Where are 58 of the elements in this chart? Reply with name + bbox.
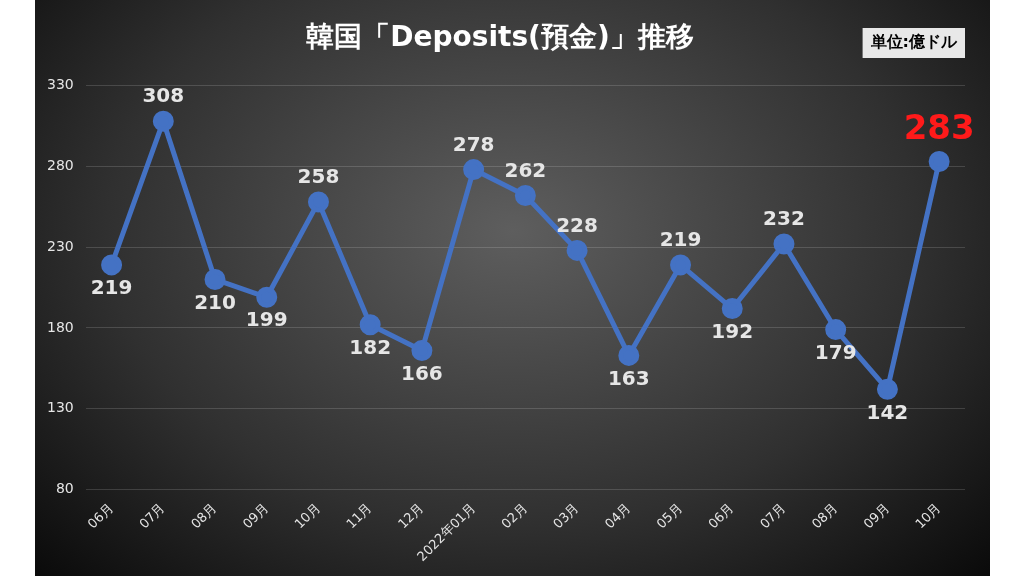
point [721, 298, 743, 320]
data-label: 179 [814, 339, 857, 364]
x-tick-label: 02月 [498, 499, 530, 532]
x-tick-label: 07月 [756, 499, 789, 532]
point [359, 314, 381, 336]
point [101, 254, 123, 276]
data-label: 210 [194, 289, 236, 314]
point [204, 268, 226, 290]
point [463, 159, 485, 181]
point [618, 344, 640, 366]
data-label: 142 [866, 399, 909, 424]
point [307, 191, 329, 213]
point [411, 340, 433, 362]
data-label: 219 [659, 227, 702, 252]
data-label: 262 [504, 157, 547, 182]
x-tick-label: 04月 [601, 499, 634, 532]
y-tick-label: 330 [46, 76, 74, 93]
data-label: 219 [90, 275, 133, 300]
point [928, 151, 950, 173]
x-tick-label: 09月 [860, 499, 892, 532]
data-label: 308 [142, 83, 185, 108]
x-tick-label: 11月 [343, 499, 375, 532]
point [566, 239, 588, 261]
x-tick-label: 10月 [291, 499, 323, 532]
data-label: 258 [297, 164, 340, 189]
data-label: 163 [607, 365, 650, 390]
y-tick-label: 180 [46, 318, 74, 335]
chart-title: 韓国「Deposits(預金)」推移 [306, 20, 694, 54]
y-tick-label: 80 [55, 480, 74, 497]
x-tick-label: 12月 [394, 499, 427, 532]
x-tick-label: 05月 [653, 499, 686, 532]
text: 単位:億ドル [869, 32, 958, 52]
point [773, 233, 795, 255]
data-label: 199 [245, 307, 288, 332]
x-tick-label: 09月 [239, 499, 272, 532]
point [825, 319, 847, 341]
point [876, 378, 898, 400]
x-tick-label: 06月 [705, 499, 737, 532]
y-tick-label: 230 [46, 237, 74, 254]
x-tick-label: 08月 [808, 499, 841, 532]
data-label: 278 [452, 131, 495, 156]
x-tick-label: 03月 [550, 499, 582, 532]
point [256, 286, 278, 308]
point [152, 110, 174, 132]
data-label: 283 [903, 107, 975, 148]
point [670, 254, 692, 276]
x-tick-label: 08月 [188, 499, 220, 532]
y-tick-label: 130 [46, 399, 74, 416]
data-label: 166 [401, 360, 443, 385]
point [514, 184, 536, 206]
data-label: 228 [556, 212, 598, 237]
x-tick-label: 10月 [912, 499, 944, 532]
data-label: 182 [349, 334, 392, 359]
data-label: 232 [763, 206, 805, 231]
x-tick-label: 06月 [84, 499, 117, 532]
data-label: 192 [711, 318, 754, 343]
y-tick-label: 280 [46, 157, 74, 174]
x-tick-label: 07月 [136, 499, 168, 532]
